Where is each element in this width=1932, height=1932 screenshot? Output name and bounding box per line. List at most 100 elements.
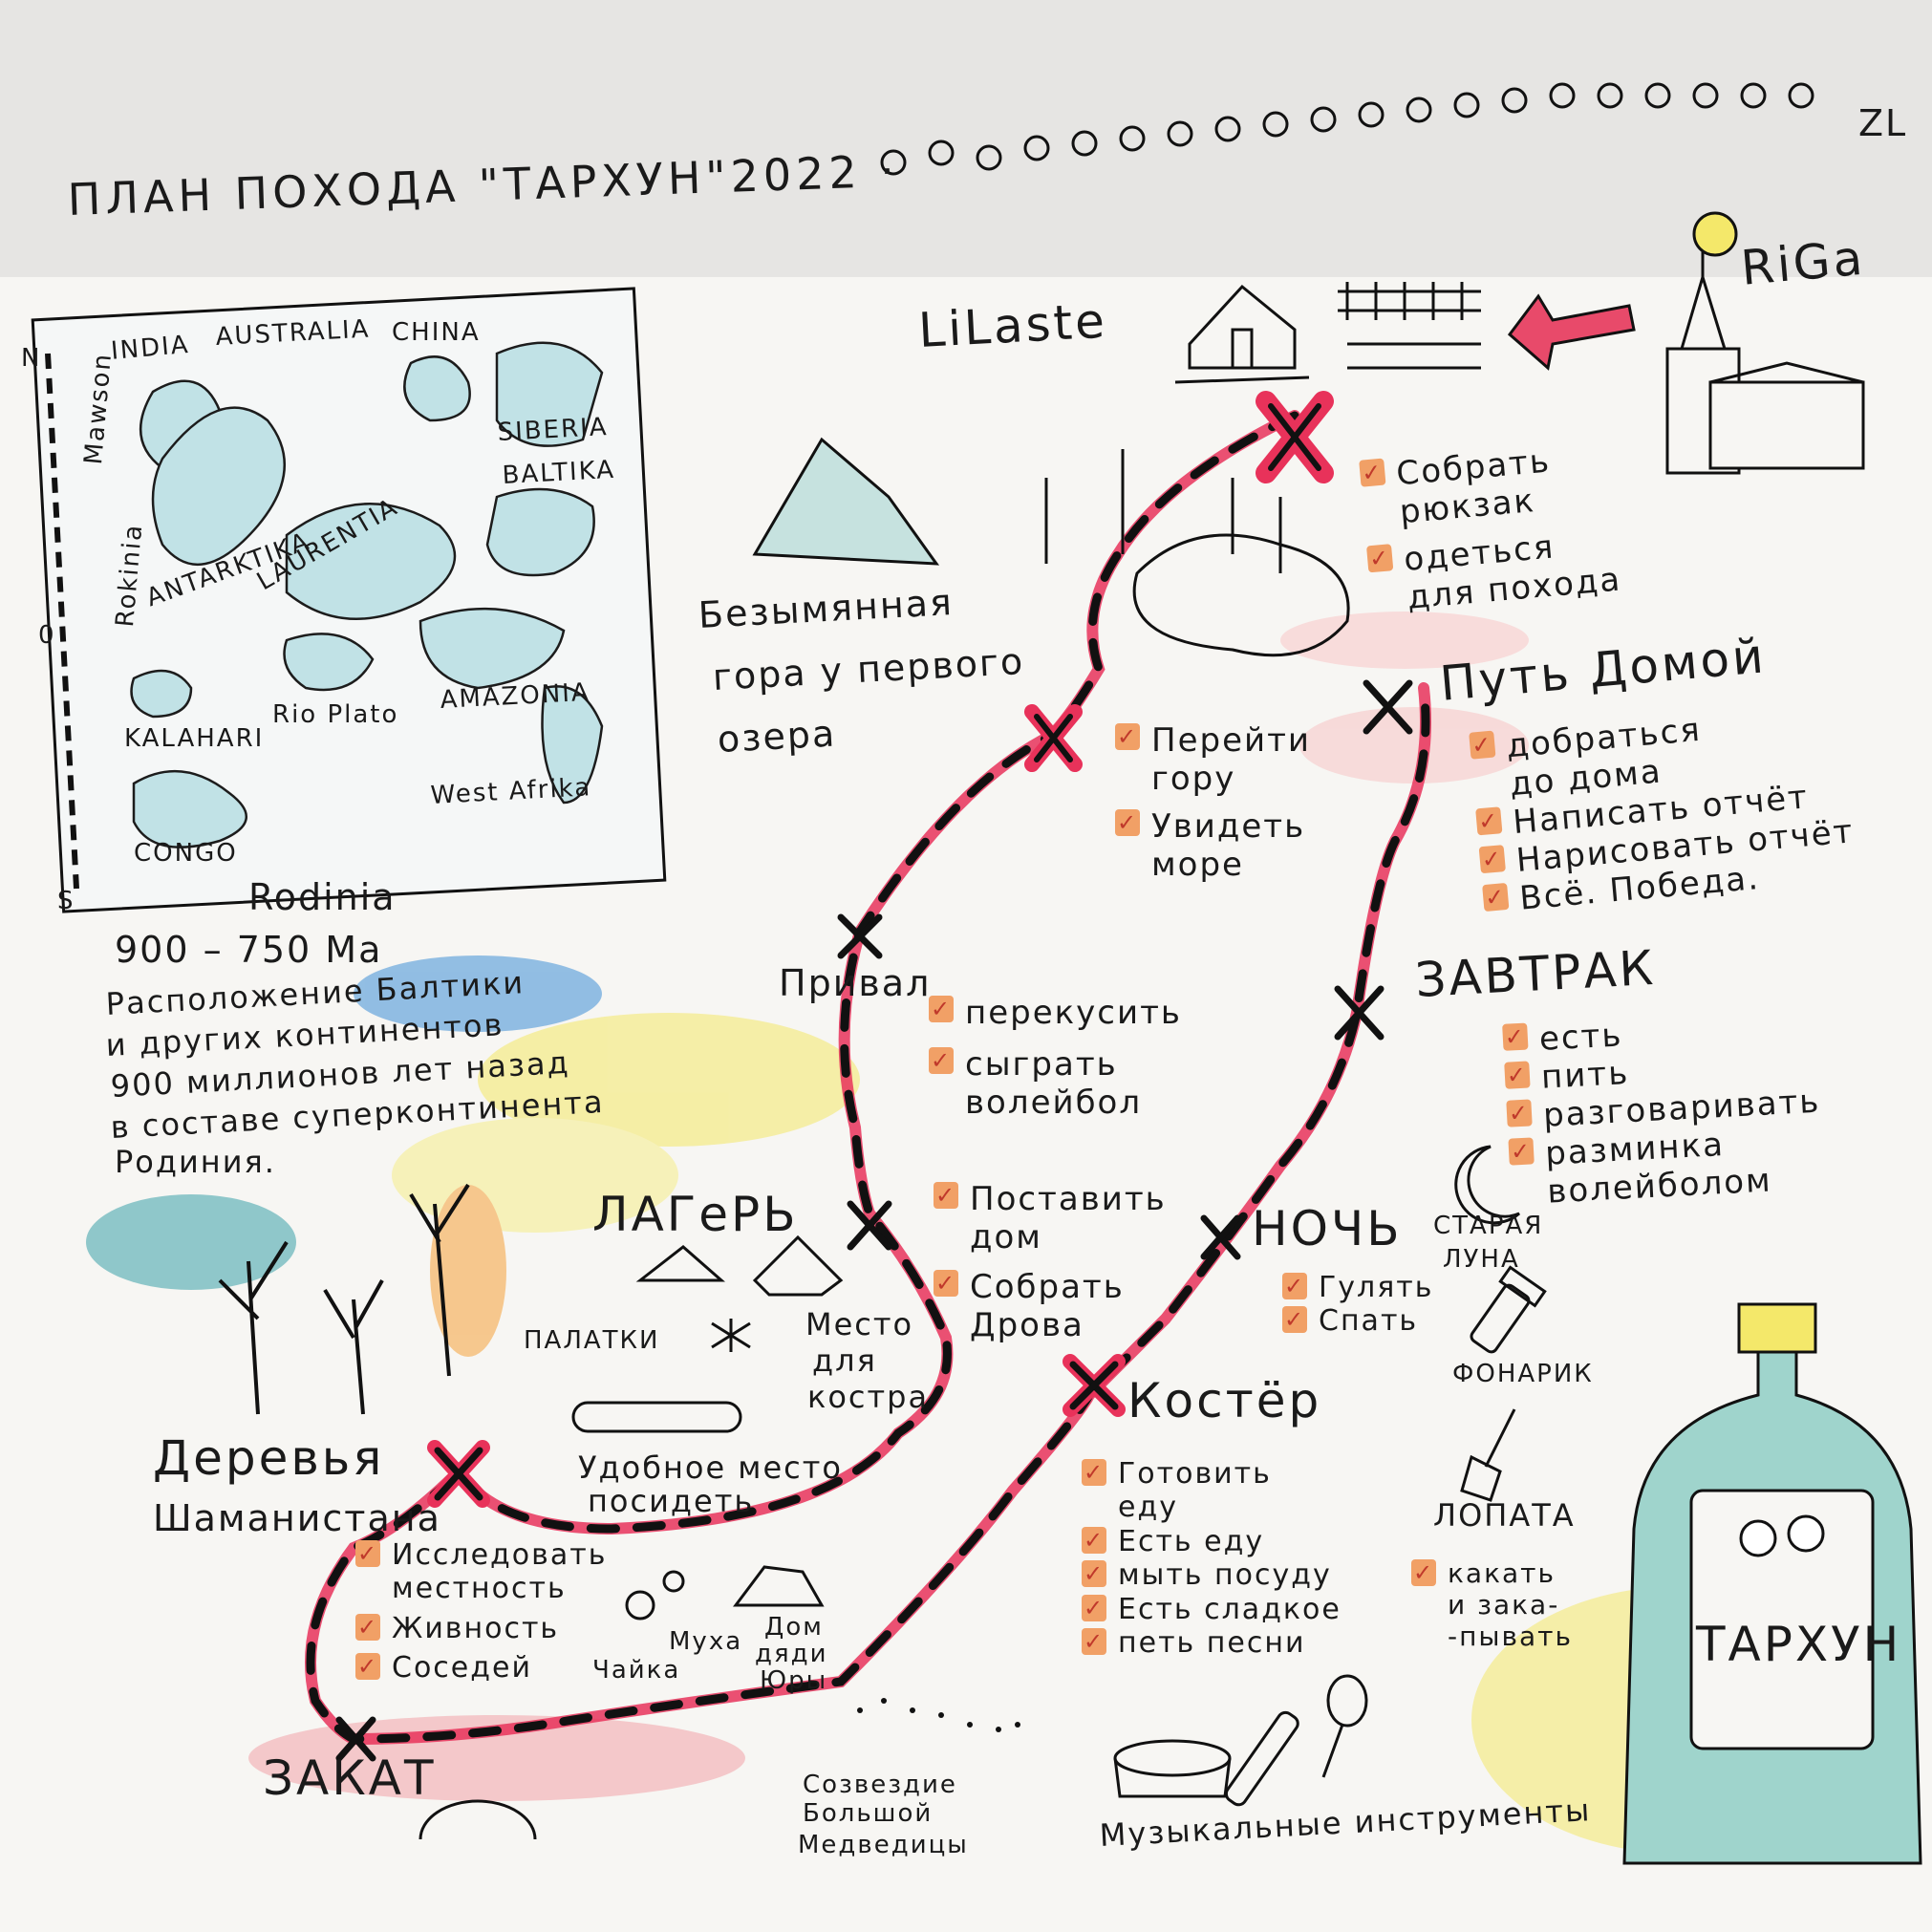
antarctica-landmass xyxy=(151,406,286,567)
mountain-task: Увидеть море xyxy=(1113,807,1311,884)
sit-place-label-1: Удобное место xyxy=(578,1449,843,1486)
trees-task: Соседей xyxy=(354,1651,607,1685)
campfire-icon xyxy=(711,1319,751,1352)
sit-place-label-2: посидеть xyxy=(588,1483,755,1519)
uncle-house-label-2: дяди xyxy=(755,1640,828,1668)
home-task-list: добраться до дома Написать отчёт Нарисов… xyxy=(1467,698,1859,922)
signature: ZL xyxy=(1858,102,1908,144)
trees-task: Живность xyxy=(354,1612,607,1645)
tents-icon xyxy=(635,1234,844,1297)
fire-glow xyxy=(430,1185,506,1357)
tarhun-bottle-icon xyxy=(1622,1302,1922,1865)
rodinia-age: 900 – 750 Ма xyxy=(115,929,383,971)
station-house-icon xyxy=(1174,284,1310,384)
breakfast-task-list: есть пить разговаривать разминка волейбо… xyxy=(1500,1006,1825,1214)
lilaste-label: LiLaste xyxy=(916,292,1109,358)
x-marker-fire xyxy=(1063,1354,1126,1417)
rodinia-title: Rodinia xyxy=(248,876,397,918)
pine-trees-icon xyxy=(1044,449,1282,573)
fire-task: мыть посуду xyxy=(1080,1558,1342,1592)
sun-icon xyxy=(419,1799,537,1840)
rest-title: Привал xyxy=(779,962,932,1004)
scale-zero: 0 xyxy=(38,621,56,650)
fireplace-label-1: Место xyxy=(805,1306,914,1342)
continent-rio-plato: Rio Plato xyxy=(272,700,399,729)
rest-task: перекусить xyxy=(927,994,1182,1032)
arrow-from-riga-icon xyxy=(1507,293,1636,371)
uncle-house-label-1: Дом xyxy=(764,1613,824,1642)
uncle-house-label-3: Юры xyxy=(760,1666,828,1695)
rest-task: сыграть волейбол xyxy=(927,1045,1182,1122)
fire-title: Костёр xyxy=(1127,1373,1322,1428)
uncle-house-icon xyxy=(733,1565,825,1607)
amazonia-landmass xyxy=(419,607,566,690)
drum-icon xyxy=(1113,1739,1232,1777)
continent-baltika: BALTIKA xyxy=(501,455,616,490)
riga-label: RiGa xyxy=(1738,229,1868,296)
continent-siberia: SIBERIA xyxy=(496,412,610,447)
riga-church xyxy=(1665,211,1865,475)
start-task-list: Собрать рюкзак одеться для похода xyxy=(1357,437,1623,621)
fireplace-label-3: костра xyxy=(807,1379,930,1415)
trees-task: Исследовать местность xyxy=(354,1538,607,1606)
night-title: НОЧЬ xyxy=(1252,1201,1403,1256)
instruments-icon xyxy=(1113,1674,1368,1807)
maracas-icon xyxy=(1326,1674,1368,1728)
sea-wash xyxy=(354,955,602,1032)
railway-icon xyxy=(1338,282,1481,370)
top-strip xyxy=(0,0,1932,287)
shaman-trees-icon xyxy=(218,1183,470,1415)
log-icon xyxy=(571,1401,742,1433)
constellation-label-1: Созвездие xyxy=(803,1771,957,1799)
scale-south: S xyxy=(57,887,75,915)
hikers-row-icon xyxy=(880,82,1814,176)
mountain-label-3: озера xyxy=(716,712,838,761)
x-marker-camp xyxy=(847,1200,892,1251)
camp-title: ЛАГеРЬ xyxy=(592,1187,799,1242)
constellation-label-3: Медведицы xyxy=(798,1831,969,1859)
x-marker-sunset xyxy=(335,1716,376,1762)
continent-kalahari: KALAHARI xyxy=(124,724,265,753)
route-markers xyxy=(335,391,1413,1762)
gull-icon xyxy=(625,1590,655,1621)
rio-plato-landmass xyxy=(283,633,375,692)
x-marker-mountain xyxy=(1024,704,1083,772)
fire-task: Готовить еду xyxy=(1080,1457,1342,1525)
x-marker-home xyxy=(1363,679,1413,735)
mountain-task-list: Перейти гору Увидеть море xyxy=(1113,721,1311,884)
continent-congo: CONGO xyxy=(134,839,238,868)
night-task: Гулять xyxy=(1280,1271,1433,1304)
fireplace-label-2: для xyxy=(812,1342,877,1379)
shovel-task: какать и зака- -пывать xyxy=(1409,1557,1573,1652)
shovel-task-list: какать и зака- -пывать xyxy=(1409,1557,1573,1652)
flashlight-label: ФОНАРИК xyxy=(1452,1360,1594,1388)
x-marker-rest xyxy=(837,913,883,959)
latitude-scale xyxy=(45,353,79,890)
gull-label: Чайка xyxy=(592,1656,681,1685)
old-moon-label-2: ЛУНА xyxy=(1443,1245,1520,1274)
mountain-task: Перейти гору xyxy=(1113,721,1311,798)
x-marker-trees xyxy=(427,1440,490,1508)
bottle-label: ТАРХУН xyxy=(1696,1617,1902,1672)
constellation-label-2: Большой xyxy=(803,1799,934,1828)
old-moon-label-1: СТАРАЯ xyxy=(1433,1212,1544,1240)
west-africa-landmass xyxy=(541,685,604,805)
trees-title-1: Деревья xyxy=(153,1430,385,1486)
rest-task-list: перекусить сыграть волейбол xyxy=(927,994,1182,1122)
kalahari-landmass xyxy=(130,669,193,719)
congo-landmass xyxy=(132,769,247,848)
tents-label: ПАЛАТКИ xyxy=(524,1326,660,1355)
fly-icon xyxy=(662,1570,685,1593)
trees-title-2: Шаманистана xyxy=(153,1497,441,1539)
rooster-icon xyxy=(1692,211,1738,257)
trees-wash xyxy=(86,1194,296,1290)
sand-wash xyxy=(478,1013,860,1147)
x-marker-night xyxy=(1200,1214,1241,1260)
fly-label: Муха xyxy=(669,1627,743,1656)
sunset-title: ЗАКАТ xyxy=(263,1750,437,1806)
lake-icon xyxy=(1132,533,1350,657)
fire-task: Есть сладкое xyxy=(1080,1593,1342,1626)
moon-icon xyxy=(1454,1145,1520,1225)
night-task: Спать xyxy=(1280,1304,1433,1338)
